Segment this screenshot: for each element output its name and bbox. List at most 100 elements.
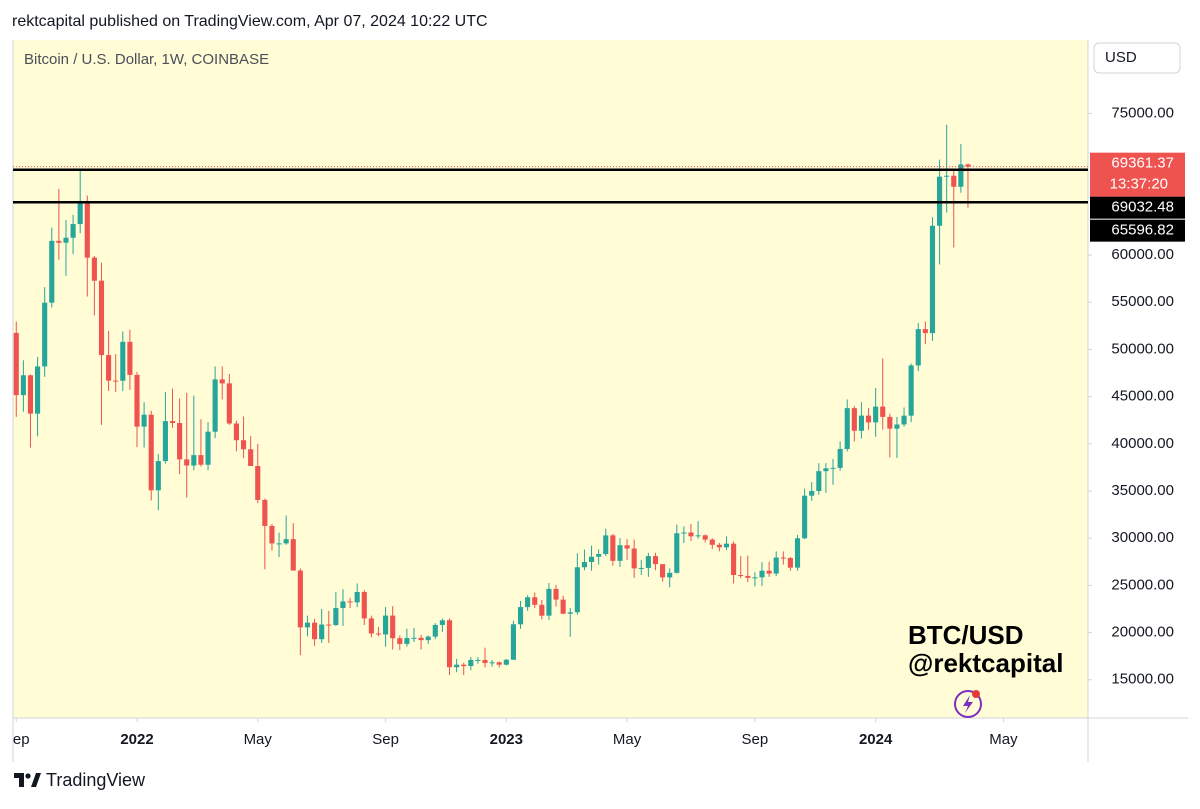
candle-body <box>667 572 673 578</box>
candle-body <box>77 202 83 225</box>
candle-body <box>908 365 914 416</box>
footer-brand: TradingView <box>46 770 146 790</box>
candle-body <box>375 633 382 635</box>
candle-body <box>787 558 793 568</box>
candle-body <box>532 597 538 605</box>
x-tick-label: 2023 <box>490 731 523 748</box>
candle-body <box>702 535 708 540</box>
candle-body <box>567 612 573 614</box>
candle-body <box>127 341 133 375</box>
candle-body <box>688 532 694 537</box>
candle-body <box>98 280 105 356</box>
candle-body <box>617 545 623 561</box>
candle-body <box>830 467 836 469</box>
candle-body <box>120 341 126 381</box>
level-tag <box>1090 219 1185 242</box>
candle-body <box>148 414 154 491</box>
x-tick-label: May <box>989 731 1018 748</box>
candle-body <box>489 662 495 664</box>
candle-body <box>510 624 516 660</box>
candle-body <box>660 564 666 578</box>
candle-body <box>255 465 261 500</box>
candle-body <box>63 237 69 243</box>
candle-body <box>91 257 97 281</box>
candle-body <box>169 421 176 424</box>
candle-body <box>674 533 680 573</box>
candle-body <box>13 332 19 396</box>
y-tick-label: 50000.00 <box>1111 340 1174 357</box>
candle-body <box>596 554 602 557</box>
time-axis: Sep 2022 May Sep 2023 May Sep 2024 May <box>13 718 1018 748</box>
candle-body <box>539 604 545 616</box>
candle-body <box>27 375 34 414</box>
candle-body <box>333 608 339 626</box>
candle-body <box>929 225 936 334</box>
candle-body <box>404 638 410 644</box>
candle-body <box>794 538 801 568</box>
candle-body <box>155 461 161 491</box>
candle-body <box>84 202 90 258</box>
candle-body <box>20 375 26 396</box>
candle-body <box>304 622 311 628</box>
candle-body <box>681 532 687 534</box>
candle-body <box>42 302 48 367</box>
level-label: 65596.82 <box>1111 222 1174 239</box>
candle-body <box>709 539 715 545</box>
candle-body <box>958 164 964 187</box>
candle-body <box>418 637 424 641</box>
candle-body <box>446 620 453 668</box>
y-tick-label: 20000.00 <box>1111 624 1174 641</box>
candle-body <box>432 624 438 637</box>
y-tick-label: 25000.00 <box>1111 576 1174 593</box>
y-tick-label: 15000.00 <box>1111 671 1174 688</box>
candle-body <box>802 495 808 539</box>
candle-body <box>496 662 502 665</box>
candle-body <box>631 548 637 569</box>
candle-body <box>425 636 431 641</box>
candle-body <box>731 543 737 575</box>
currency-button[interactable] <box>1093 42 1181 74</box>
candle-body <box>134 374 140 427</box>
candle-body <box>865 415 872 423</box>
candle-body <box>411 637 417 639</box>
candle-body <box>816 471 822 491</box>
candle-body <box>70 224 76 238</box>
candle-body <box>226 383 232 424</box>
candle-body <box>652 556 659 565</box>
candle-body <box>944 175 950 177</box>
candle-body <box>823 468 829 472</box>
candle-body <box>546 588 552 616</box>
countdown-label: 13:37:20 <box>1110 176 1168 193</box>
candle-body <box>290 539 296 571</box>
candle-body <box>312 622 318 640</box>
candle-body <box>503 659 509 665</box>
currency-label[interactable]: USD <box>1105 49 1137 66</box>
candle-body <box>354 591 360 603</box>
candle-body <box>276 543 282 545</box>
candle-body <box>390 615 396 639</box>
y-tick-label: 75000.00 <box>1111 104 1174 121</box>
candle-body <box>482 659 488 664</box>
candle-body <box>340 601 346 609</box>
candle-body <box>560 599 566 614</box>
candle-body <box>773 557 779 574</box>
candle-body <box>56 240 62 243</box>
candle-body <box>695 535 701 537</box>
candle-body <box>347 601 353 603</box>
candle-body <box>283 539 289 544</box>
tradingview-logo <box>14 773 41 787</box>
candle-body <box>361 591 367 619</box>
candle-body <box>951 175 957 187</box>
y-tick-label: 60000.00 <box>1111 246 1174 263</box>
candle-body <box>297 570 303 628</box>
candle-body <box>752 577 758 579</box>
candle-body <box>326 624 332 626</box>
candle-body <box>553 588 559 600</box>
candle-body <box>738 574 744 576</box>
candle-body <box>588 556 595 562</box>
y-tick-label: 55000.00 <box>1111 293 1174 310</box>
candle-body <box>177 423 183 460</box>
candle-body <box>638 567 644 569</box>
candle-body <box>383 615 389 635</box>
x-tick-label: May <box>613 731 642 748</box>
